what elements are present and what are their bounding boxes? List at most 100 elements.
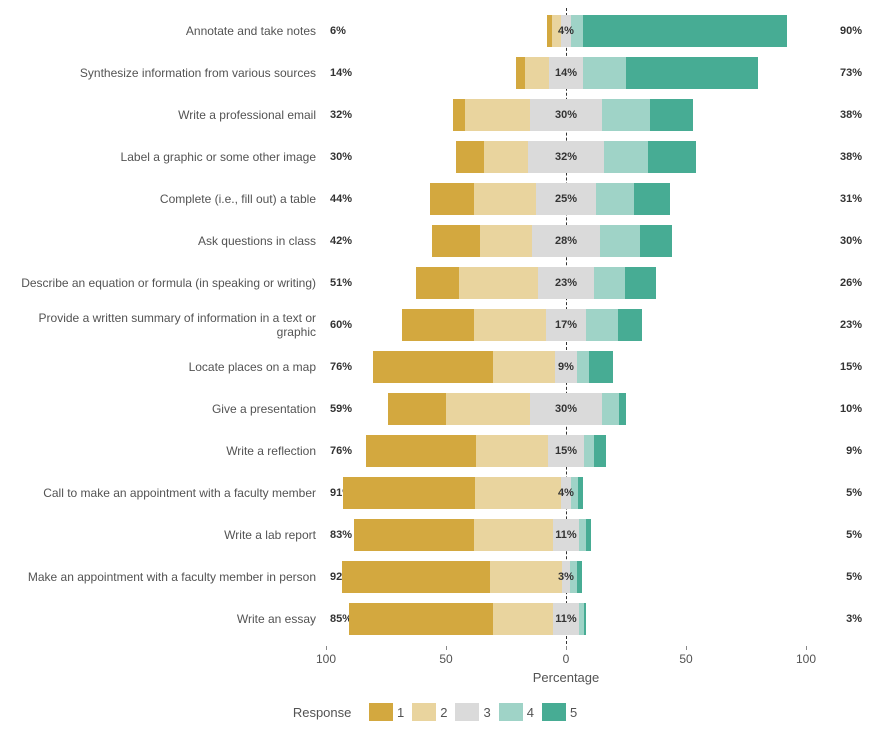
bar-segment xyxy=(538,267,593,299)
row-right-pct: 5% xyxy=(846,487,862,499)
legend-item: 2 xyxy=(412,703,447,721)
bar-segment xyxy=(432,225,480,257)
x-tick: 100 xyxy=(306,652,346,666)
row-right-pct: 3% xyxy=(846,613,862,625)
row: Locate places on a map76%15%9% xyxy=(0,346,874,388)
legend-label: 2 xyxy=(440,705,447,720)
legend-swatch xyxy=(499,703,523,721)
bar-segment xyxy=(571,477,578,509)
bar-segment xyxy=(476,435,548,467)
bar-segment xyxy=(584,435,594,467)
bar-segment xyxy=(430,183,473,215)
bar-segment xyxy=(525,57,549,89)
row-label: Annotate and take notes xyxy=(16,24,316,38)
x-tick: 50 xyxy=(426,652,466,666)
bar-segment xyxy=(648,141,696,173)
row-left-pct: 42% xyxy=(330,235,352,247)
row-right-pct: 90% xyxy=(840,25,862,37)
bar-segment xyxy=(650,99,693,131)
row-label: Write a reflection xyxy=(16,444,316,458)
row-label: Locate places on a map xyxy=(16,360,316,374)
row-left-pct: 6% xyxy=(330,25,346,37)
row-left-pct: 51% xyxy=(330,277,352,289)
legend-label: 5 xyxy=(570,705,577,720)
bar-segment xyxy=(465,99,530,131)
row-left-pct: 44% xyxy=(330,193,352,205)
row-left-pct: 14% xyxy=(330,67,352,79)
bar-segment xyxy=(354,519,474,551)
row-right-pct: 9% xyxy=(846,445,862,457)
bar-segment xyxy=(577,561,582,593)
row: Write an essay85%3%11% xyxy=(0,598,874,640)
x-axis: Percentage 10050050100 xyxy=(0,652,874,692)
row-label: Synthesize information from various sour… xyxy=(16,66,316,80)
row-label: Complete (i.e., fill out) a table xyxy=(16,192,316,206)
bar-segment xyxy=(602,393,619,425)
row-right-pct: 5% xyxy=(846,529,862,541)
bar-segment xyxy=(484,141,527,173)
row: Call to make an appointment with a facul… xyxy=(0,472,874,514)
bar-segment xyxy=(555,351,577,383)
row-right-pct: 5% xyxy=(846,571,862,583)
bar-segment xyxy=(553,519,579,551)
row-left-pct: 76% xyxy=(330,445,352,457)
bar-segment xyxy=(634,183,670,215)
bar-segment xyxy=(604,141,647,173)
bar-segment xyxy=(626,57,758,89)
row-label: Write a professional email xyxy=(16,108,316,122)
bar-segment xyxy=(366,435,476,467)
bar-segment xyxy=(490,561,562,593)
bar-segment xyxy=(530,99,602,131)
row-right-pct: 31% xyxy=(840,193,862,205)
bar-segment xyxy=(594,435,606,467)
row: Synthesize information from various sour… xyxy=(0,52,874,94)
bar-segment xyxy=(532,225,599,257)
bar-segment xyxy=(343,477,475,509)
bar-segment xyxy=(570,561,577,593)
row: Describe an equation or formula (in spea… xyxy=(0,262,874,304)
legend-item: 1 xyxy=(369,703,404,721)
bar-segment xyxy=(459,267,538,299)
legend: Response 12345 xyxy=(0,703,874,721)
bar-segment xyxy=(453,99,465,131)
row-left-pct: 32% xyxy=(330,109,352,121)
row-left-pct: 76% xyxy=(330,361,352,373)
bar-segment xyxy=(528,141,605,173)
bar-segment xyxy=(589,351,613,383)
bar-segment xyxy=(584,603,586,635)
row-label: Label a graphic or some other image xyxy=(16,150,316,164)
bar-segment xyxy=(416,267,459,299)
legend-swatch xyxy=(369,703,393,721)
bar-segment xyxy=(583,15,787,47)
row-label: Provide a written summary of information… xyxy=(16,311,316,339)
bar-segment xyxy=(561,15,571,47)
row: Write a professional email32%38%30% xyxy=(0,94,874,136)
bar-segment xyxy=(553,603,579,635)
row-label: Write a lab report xyxy=(16,528,316,542)
bar-segment xyxy=(618,309,642,341)
row-left-pct: 83% xyxy=(330,529,352,541)
row: Give a presentation59%10%30% xyxy=(0,388,874,430)
row: Write a reflection76%9%15% xyxy=(0,430,874,472)
row: Ask questions in class42%30%28% xyxy=(0,220,874,262)
legend-swatch xyxy=(455,703,479,721)
bar-segment xyxy=(446,393,530,425)
bar-segment xyxy=(561,477,571,509)
bar-segment xyxy=(596,183,634,215)
legend-item: 4 xyxy=(499,703,534,721)
row-right-pct: 73% xyxy=(840,67,862,79)
row-right-pct: 26% xyxy=(840,277,862,289)
bar-segment xyxy=(530,393,602,425)
bar-segment xyxy=(480,225,533,257)
row: Label a graphic or some other image30%38… xyxy=(0,136,874,178)
legend-label: 1 xyxy=(397,705,404,720)
row: Provide a written summary of information… xyxy=(0,304,874,346)
row-right-pct: 10% xyxy=(840,403,862,415)
bar-segment xyxy=(578,477,583,509)
legend-title: Response xyxy=(293,705,352,720)
bar-segment xyxy=(577,351,589,383)
bar-segment xyxy=(546,309,587,341)
row: Make an appointment with a faculty membe… xyxy=(0,556,874,598)
bar-segment xyxy=(349,603,493,635)
bar-segment xyxy=(625,267,656,299)
